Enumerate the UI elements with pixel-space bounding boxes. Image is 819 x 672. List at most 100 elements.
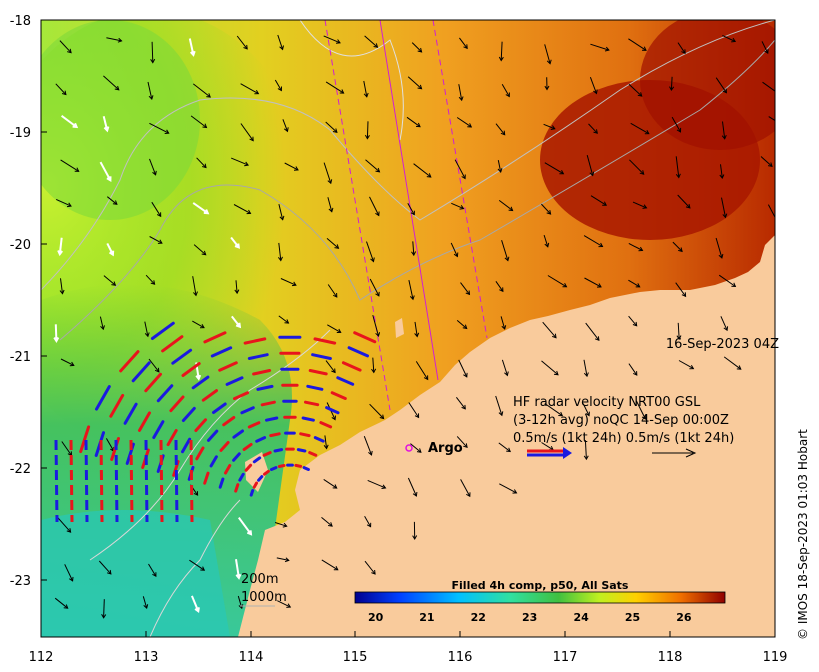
current-arrow bbox=[60, 358, 75, 366]
current-arrow bbox=[672, 241, 683, 252]
hf-radar-vectors bbox=[54, 321, 377, 523]
current-arrow-head bbox=[721, 134, 727, 140]
current-arrow-head bbox=[508, 206, 514, 212]
current-arrow-head bbox=[585, 411, 590, 417]
current-arrow-head bbox=[681, 49, 686, 55]
current-arrow bbox=[192, 202, 209, 215]
track-swath-east bbox=[432, 20, 488, 339]
current-arrow bbox=[586, 154, 594, 176]
current-arrow-head bbox=[461, 404, 466, 410]
current-arrow-head bbox=[371, 569, 376, 575]
y-tick-label: -23 bbox=[10, 574, 31, 589]
current-arrow bbox=[151, 201, 162, 217]
current-arrow bbox=[543, 123, 555, 130]
radar-vector bbox=[330, 391, 347, 400]
current-arrow-head bbox=[364, 134, 370, 140]
current-arrow bbox=[192, 83, 211, 98]
current-arrow bbox=[233, 204, 251, 214]
current-arrow-head bbox=[152, 170, 157, 176]
legend-line-2: (3-12h avg) noQC 14-Sep 00:00Z bbox=[513, 413, 729, 428]
current-arrow bbox=[325, 121, 338, 133]
current-arrow bbox=[103, 599, 105, 618]
current-arrow-head bbox=[638, 246, 644, 252]
current-arrow bbox=[412, 241, 415, 256]
current-arrow bbox=[501, 240, 509, 261]
current-arrow-head bbox=[505, 92, 510, 98]
current-arrow-head bbox=[277, 86, 282, 92]
current-arrow-head bbox=[676, 127, 682, 133]
current-arrow-head bbox=[201, 250, 207, 256]
current-arrow bbox=[722, 121, 726, 139]
current-arrow-head bbox=[57, 250, 63, 257]
current-arrow bbox=[325, 81, 344, 94]
current-arrow-head bbox=[156, 212, 162, 218]
current-arrow bbox=[98, 560, 112, 575]
current-arrow bbox=[192, 276, 197, 296]
current-arrow bbox=[628, 83, 643, 97]
current-arrow bbox=[408, 402, 420, 418]
current-arrow bbox=[278, 203, 284, 220]
current-arrow-head bbox=[583, 455, 589, 461]
current-arrow-head bbox=[335, 39, 341, 44]
x-axis-labels: 112 113 114 115 116 117 118 119 bbox=[29, 650, 788, 665]
current-arrow bbox=[408, 279, 414, 300]
radar-vector bbox=[222, 416, 236, 427]
current-arrow-head bbox=[552, 333, 557, 339]
radar-vector bbox=[294, 463, 303, 468]
current-arrow-head bbox=[411, 251, 417, 257]
current-arrow-head bbox=[370, 257, 375, 263]
current-arrow bbox=[278, 242, 282, 261]
current-arrow-head bbox=[463, 44, 468, 50]
current-arrow bbox=[590, 195, 607, 206]
radar-vector bbox=[336, 376, 355, 386]
radar-vector bbox=[171, 348, 193, 365]
current-arrow-head bbox=[379, 414, 385, 420]
current-arrow-head bbox=[249, 136, 254, 142]
radar-vector bbox=[84, 439, 89, 523]
current-arrow-head bbox=[332, 292, 338, 298]
radar-vector bbox=[313, 436, 325, 443]
current-arrow bbox=[103, 75, 120, 91]
current-arrow-head bbox=[410, 210, 415, 216]
radar-vector bbox=[209, 455, 218, 468]
current-arrow bbox=[497, 160, 502, 173]
current-arrow-head bbox=[375, 211, 380, 217]
current-arrow-head bbox=[74, 167, 80, 172]
current-arrow bbox=[235, 280, 238, 294]
current-arrow bbox=[451, 202, 464, 210]
current-arrow bbox=[321, 517, 333, 527]
radar-vector bbox=[269, 432, 281, 438]
radar-vector bbox=[242, 442, 253, 451]
current-arrow bbox=[323, 162, 332, 184]
current-arrow-head bbox=[598, 242, 604, 248]
radar-vector bbox=[252, 369, 272, 376]
current-arrow-head bbox=[61, 90, 67, 96]
radar-vector bbox=[341, 361, 362, 372]
x-tick-label: 118 bbox=[658, 650, 683, 665]
current-arrow-head bbox=[328, 522, 333, 527]
current-arrow bbox=[372, 314, 379, 337]
current-arrow bbox=[541, 442, 554, 451]
current-arrow bbox=[628, 38, 647, 51]
current-arrow bbox=[723, 356, 742, 370]
current-arrow-head bbox=[546, 59, 552, 65]
radar-vector bbox=[252, 481, 258, 489]
colorbar-tick-label: 25 bbox=[625, 611, 640, 624]
y-axis-labels: -18 -19 -20 -21 -22 -23 bbox=[10, 14, 31, 589]
radar-vector bbox=[79, 425, 91, 454]
current-arrow bbox=[720, 164, 723, 179]
current-arrow-head bbox=[100, 325, 105, 331]
radar-vector bbox=[306, 384, 324, 391]
current-arrow bbox=[58, 237, 63, 255]
current-arrow-head bbox=[416, 448, 422, 453]
radar-vector bbox=[189, 439, 194, 523]
current-arrow-head bbox=[203, 209, 210, 215]
current-arrow bbox=[276, 557, 289, 561]
current-arrow bbox=[762, 81, 775, 92]
radar-vector bbox=[270, 466, 278, 471]
x-tick-label: 115 bbox=[343, 650, 368, 665]
radar-vector bbox=[191, 375, 210, 390]
current-arrow-head bbox=[417, 47, 423, 53]
x-tick-label: 114 bbox=[239, 650, 264, 665]
